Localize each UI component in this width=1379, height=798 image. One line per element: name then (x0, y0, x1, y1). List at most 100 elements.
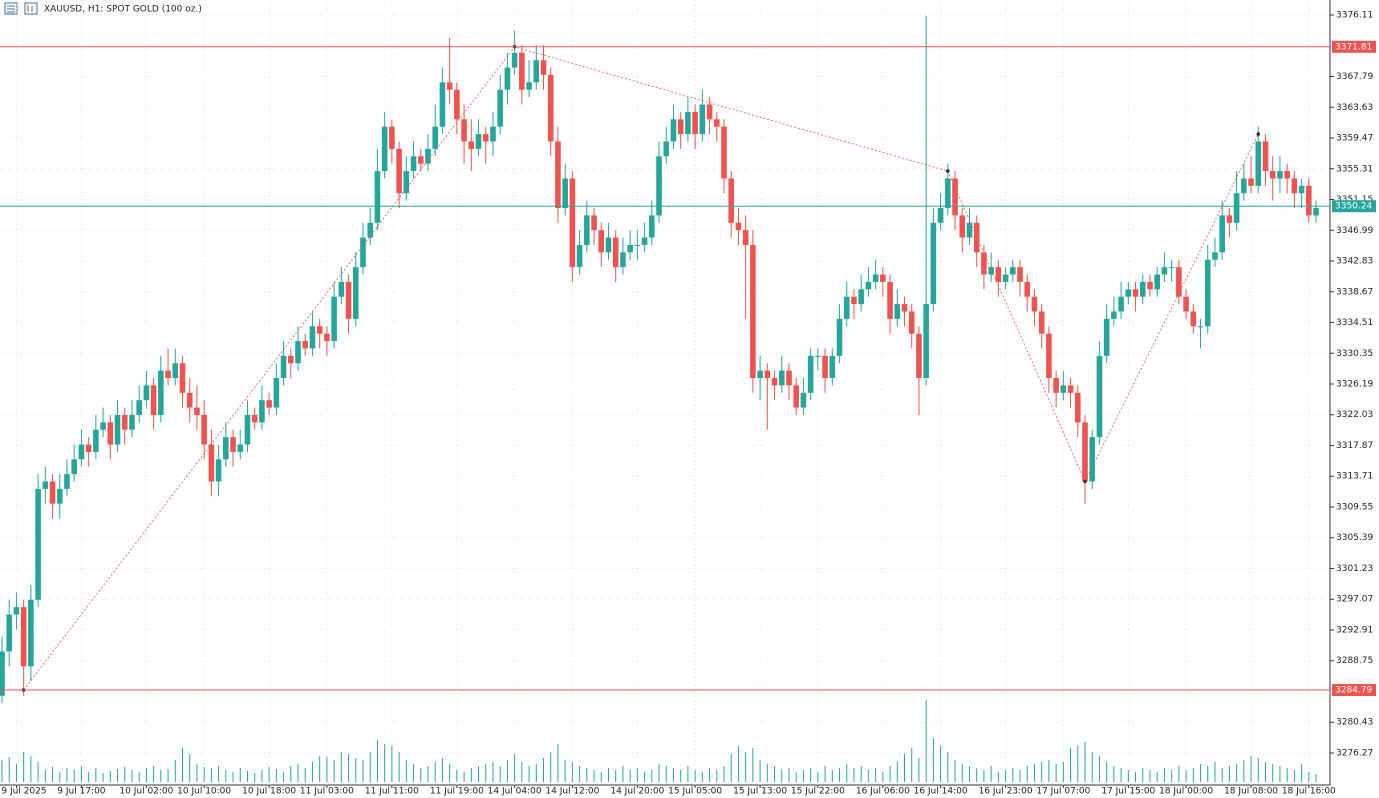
y-tick-label: 3334.51 (1336, 318, 1373, 328)
candle-body (1291, 178, 1298, 194)
x-tick-label: 16 Jul 06:00 (856, 787, 910, 797)
candle-body (547, 74, 554, 142)
candle-body (352, 267, 359, 319)
price-label: 3371.81 (1335, 42, 1372, 52)
zigzag-point (1083, 479, 1087, 484)
y-tick-label: 3309.55 (1336, 502, 1373, 512)
candle-body (1212, 252, 1218, 260)
price-label: 3284.79 (1335, 686, 1372, 696)
candle-body (1010, 267, 1016, 275)
candle-body (1284, 171, 1290, 179)
candle-body (186, 392, 193, 408)
candle-body (620, 252, 626, 268)
x-tick-label: 18 Jul 16:00 (1282, 787, 1336, 797)
candle-body (937, 208, 944, 223)
candle-body (1298, 185, 1305, 194)
candle-body (49, 481, 56, 504)
candle-body (1067, 385, 1074, 393)
candle-body (1017, 267, 1023, 282)
candle-body (757, 370, 763, 379)
x-tick-label: 18 Jul 00:00 (1159, 787, 1213, 797)
y-tick-label: 3292.91 (1336, 625, 1373, 635)
x-tick-label: 11 Jul 11:00 (365, 787, 419, 797)
candle-body (1031, 296, 1038, 312)
candle-body (771, 378, 778, 386)
candle-body (858, 289, 864, 305)
candle-body (555, 141, 561, 209)
candle-body (1103, 318, 1110, 356)
candle-body (887, 281, 893, 319)
x-tick-label: 11 Jul 19:00 (430, 787, 484, 797)
x-tick-label: 16 Jul 14:00 (914, 787, 968, 797)
candle-body (706, 104, 713, 120)
candle-body (259, 400, 265, 423)
candle-body (461, 119, 467, 142)
candle-body (136, 400, 142, 415)
candle-body (562, 178, 568, 209)
candle-body (504, 67, 511, 90)
candle-body (988, 267, 994, 275)
candle-body (1241, 178, 1247, 194)
x-tick-label: 15 Jul 05:00 (668, 787, 722, 797)
candle-body (829, 355, 836, 379)
y-tick-label: 3276.27 (1336, 748, 1373, 758)
candle-body (64, 474, 70, 489)
y-tick-label: 3305.39 (1336, 533, 1373, 543)
candle-body (208, 444, 215, 482)
y-tick-label: 3351.15 (1336, 195, 1373, 205)
candle-body (1060, 385, 1067, 393)
candle-body (280, 355, 287, 379)
candle-body (519, 52, 525, 90)
candle-body (735, 222, 742, 231)
candle-body (685, 111, 691, 135)
candle-body (576, 244, 583, 268)
candle-body (490, 126, 496, 142)
price-label: 3350.24 (1335, 202, 1372, 212)
candle-body (129, 414, 135, 430)
candle-body (309, 326, 316, 349)
candle-body (634, 244, 641, 246)
candle-body (591, 215, 597, 231)
candle-body (1154, 274, 1160, 290)
candle-body (1053, 378, 1059, 393)
chart-icon[interactable] (24, 2, 38, 15)
menu-icon[interactable] (4, 2, 18, 15)
candle-body (930, 222, 937, 305)
candle-body (165, 370, 171, 379)
candle-body (800, 392, 807, 408)
candle-body (641, 237, 648, 245)
candle-body (865, 281, 872, 290)
candle-body (237, 444, 244, 452)
y-tick-label: 3338.67 (1336, 287, 1373, 297)
candle-body (432, 126, 438, 149)
candle-body (114, 414, 121, 445)
x-tick-label: 14 Jul 20:00 (610, 787, 664, 797)
candle-body (454, 89, 460, 120)
candle-body (439, 82, 446, 127)
candle-body (223, 437, 229, 460)
candle-body (764, 370, 771, 379)
candle-body (584, 215, 590, 245)
price-label-box (1332, 40, 1376, 53)
candle-body (425, 148, 431, 164)
candle-body (1024, 281, 1031, 297)
candle-body (244, 414, 251, 445)
x-tick-label: 17 Jul 07:00 (1036, 787, 1090, 797)
y-tick-label: 3367.79 (1336, 72, 1373, 82)
candle-body (713, 119, 720, 127)
candle-body (569, 178, 576, 268)
y-tick-label: 3313.71 (1336, 472, 1373, 482)
candle-body (793, 385, 799, 408)
candle-body (1118, 296, 1124, 312)
candle-body (100, 422, 106, 430)
candle-body (172, 363, 179, 379)
candle-body (201, 414, 207, 445)
candle-body (367, 222, 374, 238)
candle-body (916, 333, 922, 379)
candle-body (1002, 274, 1009, 282)
y-tick-label: 3342.83 (1336, 257, 1373, 267)
y-tick-label: 3376.11 (1336, 11, 1373, 21)
candle-body (251, 414, 258, 423)
x-tick-label: 10 Jul 02:00 (119, 787, 173, 797)
